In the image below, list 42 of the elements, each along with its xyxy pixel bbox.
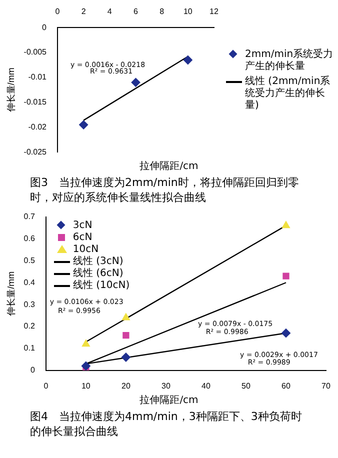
y-tick-label: -0.015 (24, 98, 48, 107)
y-axis-title: 伸长量/mm (6, 271, 16, 316)
x-tick-label: 12 (210, 7, 219, 16)
text: 图3 当拉伸速度为2mm/min时，将拉伸隔距回归到零时，对应的系统伸长量线性拟合曲线 (29, 175, 300, 206)
legend-label: 线性 (10cN) (72, 280, 130, 291)
y-tick-label: -0.025 (24, 147, 48, 156)
legend-label: 2mm/min系统受力产生的伸长量 (245, 48, 334, 72)
y-tick-label: 0.2 (24, 322, 36, 331)
y-axis-title: 伸长量/mm (6, 68, 16, 112)
x-tick-label: 60 (282, 381, 291, 390)
x-tick-label: 20 (121, 381, 131, 390)
x-tick-label: 10 (183, 7, 193, 16)
y-tick-label: 0.3 (24, 300, 36, 309)
y-tick-label: 0.7 (24, 212, 36, 222)
x-tick-label: 30 (162, 381, 171, 390)
legend-label: 线性 (6cN) (72, 268, 124, 279)
y-tick-label: -0.01 (28, 72, 48, 82)
legend-label: 6cN (72, 232, 92, 243)
x-tick-label: 50 (242, 381, 251, 390)
text: 图4 当拉伸速度为4mm/min，3种隔距下、3种负荷时的伸长量拟合曲线 (29, 409, 303, 440)
x-tick-label: 4 (107, 7, 112, 16)
y-tick-label: 0.6 (24, 234, 36, 243)
x-tick-label: 2 (81, 7, 86, 16)
y-tick-label: 0 (30, 366, 36, 375)
y-tick-label: 0.4 (24, 278, 36, 287)
x-axis-title: 拉伸隔距/cm (138, 160, 200, 173)
x-tick-label: 6 (134, 7, 139, 16)
x-tick-label: 0 (55, 7, 60, 16)
x-axis-title: 拉伸隔距/cm (138, 394, 200, 407)
legend-label: 线性 (2mm/min系统受力产生的伸长量) (245, 76, 332, 112)
y-tick-label: 0.1 (24, 344, 36, 353)
x-tick-label: 10 (81, 381, 91, 390)
y-tick-label: -0.005 (24, 48, 48, 57)
y-tick-label: 0 (42, 22, 48, 32)
x-tick-label: 40 (202, 381, 211, 390)
legend-label: 10cN (72, 244, 99, 255)
y-tick-label: 0.5 (24, 256, 36, 265)
x-tick-label: 70 (322, 381, 331, 390)
y-tick-label: -0.02 (28, 122, 48, 132)
legend-label: 线性 (3cN) (72, 256, 124, 267)
legend-label: 3cN (72, 220, 92, 231)
x-tick-label: 8 (160, 7, 165, 16)
